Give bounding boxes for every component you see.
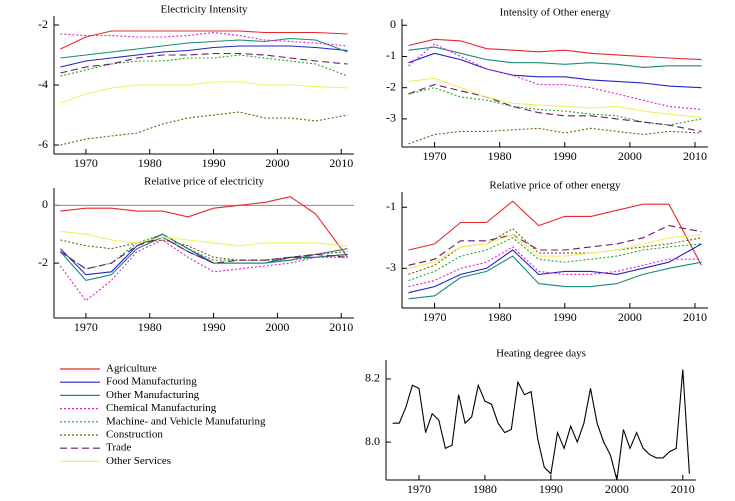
x-tick-label: 1970	[423, 149, 447, 163]
x-tick-label: 1990	[539, 482, 563, 496]
series-line	[60, 230, 348, 247]
x-tick-label: 1990	[553, 149, 577, 163]
x-tick-label: 2010	[683, 149, 707, 163]
x-tick-label: 2000	[265, 156, 289, 170]
y-tick-label: -1	[386, 199, 396, 213]
series-line	[408, 200, 702, 266]
x-tick-label: 2000	[618, 149, 642, 163]
series-line	[60, 233, 348, 270]
y-tick-label: -3	[386, 260, 396, 274]
series-line	[408, 237, 702, 282]
series-line	[60, 54, 348, 77]
y-tick-label: -2	[38, 255, 48, 269]
y-tick-label: 0	[390, 17, 396, 31]
x-tick-label: 1970	[74, 320, 98, 334]
legend-label: Food Manufacturing	[106, 376, 197, 388]
x-tick-label: 1970	[407, 482, 431, 496]
series-line	[408, 84, 702, 132]
x-tick-label: 1980	[488, 149, 512, 163]
series-line	[60, 233, 348, 276]
series-line	[60, 30, 348, 50]
x-tick-label: 1980	[488, 310, 512, 324]
legend-label: Agriculture	[106, 363, 157, 375]
y-tick-label: 8.0	[365, 434, 380, 448]
panel-title: Intensity of Other energy	[500, 7, 611, 19]
y-tick-label: -4	[38, 77, 48, 91]
series-line	[408, 52, 702, 89]
legend-label: Trade	[106, 442, 131, 454]
series-line	[408, 255, 702, 300]
x-tick-label: 2010	[329, 320, 353, 334]
y-tick-label: -2	[38, 17, 48, 31]
x-tick-label: 2010	[329, 156, 353, 170]
series-line	[59, 239, 348, 302]
x-tick-label: 1970	[423, 310, 447, 324]
panel-title: Electricity Intensity	[160, 4, 248, 16]
x-tick-label: 1990	[202, 320, 226, 334]
x-tick-label: 1980	[138, 320, 162, 334]
legend-label: Other Manufacturing	[106, 389, 200, 401]
series-line	[60, 31, 348, 47]
y-tick-label: -2	[386, 79, 396, 93]
y-tick-label: 8.2	[365, 371, 380, 385]
x-tick-label: 1970	[74, 156, 98, 170]
x-tick-label: 2000	[605, 482, 629, 496]
x-tick-label: 1980	[473, 482, 497, 496]
x-tick-label: 1990	[202, 156, 226, 170]
series-line	[60, 236, 348, 270]
x-tick-label: 1990	[553, 310, 577, 324]
x-tick-label: 2000	[618, 310, 642, 324]
series-line	[408, 225, 702, 266]
series-line	[60, 45, 348, 68]
x-tick-label: 2000	[265, 320, 289, 334]
series-line	[408, 77, 702, 118]
series-line	[60, 37, 348, 59]
series-line	[60, 52, 348, 74]
y-tick-label: 0	[42, 197, 48, 211]
series-line	[408, 87, 702, 126]
x-tick-label: 2010	[671, 482, 695, 496]
series-line	[60, 81, 348, 104]
series-line	[408, 234, 702, 269]
x-tick-label: 1980	[138, 156, 162, 170]
series-line	[408, 246, 702, 288]
legend-label: Construction	[106, 429, 163, 441]
panel-title: Heating degree days	[496, 348, 586, 360]
series-line	[60, 196, 349, 258]
series-line	[408, 43, 702, 111]
series-line	[408, 127, 702, 145]
legend-label: Chemical Manufacturing	[106, 402, 217, 414]
legend-label: Other Services	[106, 455, 171, 467]
y-tick-label: -1	[386, 48, 396, 62]
series-line	[392, 369, 690, 481]
series-line	[408, 38, 702, 61]
panel-title: Relative price of electricity	[144, 176, 265, 188]
panel-title: Relative price of other energy	[489, 180, 621, 192]
x-tick-label: 2010	[683, 310, 707, 324]
y-tick-label: -6	[38, 137, 48, 151]
series-line	[408, 46, 702, 68]
series-line	[60, 111, 348, 146]
y-tick-label: -3	[386, 111, 396, 125]
series-line	[408, 227, 702, 275]
legend-label: Machine- and Vehicle Manufaturing	[106, 415, 266, 427]
